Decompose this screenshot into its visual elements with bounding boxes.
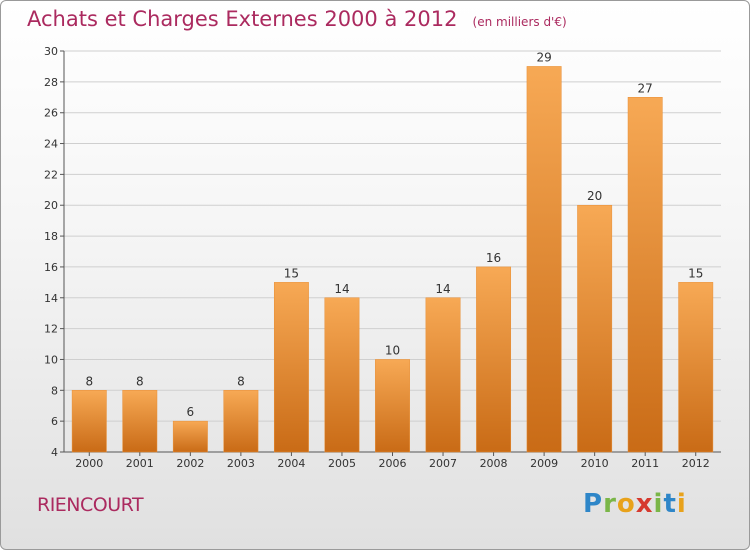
data-label-2012: 15 [688, 266, 703, 280]
logo-letter: o [616, 489, 636, 519]
data-label-2001: 8 [136, 374, 144, 388]
y-tick-label: 26 [44, 107, 58, 120]
y-tick-label: 28 [44, 76, 58, 89]
proxiti-logo: Proxiti [583, 489, 687, 519]
bar-2010 [577, 204, 613, 453]
bar-2008 [476, 266, 512, 453]
bar-2006 [375, 359, 410, 453]
x-tick-label-2012: 2012 [682, 457, 710, 470]
y-tick-label: 16 [44, 261, 58, 274]
chart-title: Achats et Charges Externes 2000 à 2012 [27, 7, 458, 31]
bar-2002 [172, 420, 208, 453]
x-tick-label-2008: 2008 [480, 457, 508, 470]
x-tick-label-2009: 2009 [530, 457, 558, 470]
y-tick-label: 10 [44, 353, 58, 366]
y-tick-label: 24 [44, 138, 58, 151]
y-tick-label: 8 [51, 384, 58, 397]
x-tick-label-2004: 2004 [277, 457, 305, 470]
chart-title-block: Achats et Charges Externes 2000 à 2012 (… [27, 7, 567, 31]
x-tick-label-2007: 2007 [429, 457, 457, 470]
bars [71, 66, 714, 453]
bar-2012 [678, 282, 714, 453]
data-label-2011: 27 [638, 81, 653, 95]
data-label-2000: 8 [85, 374, 93, 388]
data-label-2004: 15 [284, 266, 299, 280]
bar-2001 [122, 390, 158, 453]
y-tick-label: 30 [44, 45, 58, 58]
y-tick-label: 12 [44, 323, 58, 336]
bar-2011 [627, 97, 663, 453]
data-label-2008: 16 [486, 251, 501, 265]
logo-letter: x [635, 489, 654, 519]
data-label-2005: 14 [334, 282, 349, 296]
data-label-2007: 14 [435, 282, 450, 296]
bar-2003 [223, 390, 259, 453]
y-tick-label: 22 [44, 168, 58, 181]
data-label-2010: 20 [587, 189, 602, 203]
x-tick-label-2006: 2006 [379, 457, 407, 470]
x-tick-label-2011: 2011 [631, 457, 659, 470]
x-tick-label-2005: 2005 [328, 457, 356, 470]
data-label-2009: 29 [536, 50, 551, 64]
y-tick-label: 4 [51, 446, 58, 459]
commune-name: RIENCOURT [37, 494, 144, 516]
labels: 4 6 8 10 12 14 16 18 20 22 24 26 28 30 8 2000 8 2001 6 2002… [44, 45, 710, 470]
x-tick-label-2001: 2001 [126, 457, 154, 470]
logo-letter: i [676, 489, 687, 519]
y-tick-label: 14 [44, 292, 58, 305]
logo-letter: t [663, 489, 677, 519]
bar-2009 [526, 66, 562, 453]
y-tick-label: 20 [44, 199, 58, 212]
x-tick-label-2010: 2010 [581, 457, 609, 470]
logo-letter: i [653, 489, 664, 519]
x-tick-label-2003: 2003 [227, 457, 255, 470]
data-label-2006: 10 [385, 343, 400, 357]
logo-letter: r [603, 489, 617, 519]
data-label-2003: 8 [237, 374, 245, 388]
chart-unit: (en milliers d'€) [472, 15, 567, 29]
bar-2004 [273, 282, 309, 453]
bar-2007 [425, 297, 461, 453]
x-tick-label-2002: 2002 [176, 457, 204, 470]
bar-2005 [324, 297, 360, 453]
x-tick-label-2000: 2000 [75, 457, 103, 470]
logo-letter: P [583, 489, 604, 519]
y-tick-label: 18 [44, 230, 58, 243]
y-tick-label: 6 [51, 415, 58, 428]
bar-2000 [71, 390, 107, 453]
data-label-2002: 6 [187, 405, 195, 419]
